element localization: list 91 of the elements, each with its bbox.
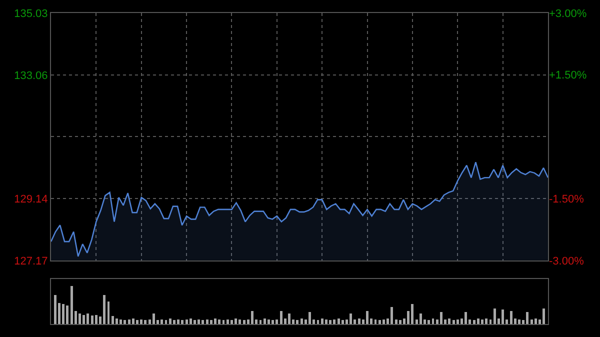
y-tick-label: 127.17 — [14, 255, 48, 268]
bar — [251, 311, 254, 324]
y-tick-label: 133.06 — [14, 70, 48, 82]
bar — [476, 318, 480, 324]
bar — [230, 320, 233, 324]
bar — [329, 320, 332, 324]
y2-tick-label: +1.50% — [549, 70, 587, 82]
bar — [526, 312, 529, 324]
bar — [168, 318, 172, 324]
bar — [160, 319, 164, 324]
bar — [280, 311, 282, 324]
bar — [152, 313, 155, 324]
bar — [140, 319, 143, 324]
bar — [267, 319, 270, 324]
bar — [234, 318, 238, 324]
bar — [341, 320, 344, 324]
bar — [308, 312, 311, 324]
bar — [177, 319, 180, 324]
bar — [185, 319, 188, 324]
bar — [366, 311, 368, 324]
bar — [542, 308, 546, 324]
bar — [272, 320, 274, 324]
bar — [510, 311, 512, 324]
bar — [189, 318, 192, 324]
bar — [333, 319, 336, 324]
bar — [238, 319, 242, 324]
bar — [350, 313, 352, 324]
bar — [530, 319, 533, 324]
bar — [103, 294, 106, 324]
bar — [263, 318, 266, 324]
bar — [62, 304, 65, 324]
bar — [456, 319, 459, 324]
bar — [324, 319, 328, 324]
bar — [90, 316, 94, 324]
bar — [502, 309, 504, 324]
bar — [390, 306, 394, 324]
bar — [144, 320, 147, 324]
bar — [485, 318, 488, 324]
bar — [66, 306, 69, 324]
bar — [534, 318, 537, 324]
bar — [206, 319, 208, 324]
bar — [86, 313, 90, 324]
bar — [358, 318, 360, 324]
bar — [296, 320, 299, 324]
bar — [198, 319, 200, 324]
bar — [472, 320, 476, 324]
bar — [242, 320, 246, 324]
bar — [210, 320, 212, 324]
bar — [493, 308, 496, 324]
bar — [136, 320, 138, 324]
bar — [378, 320, 381, 324]
bar — [452, 320, 455, 324]
bar — [394, 319, 398, 324]
bar — [440, 312, 442, 324]
bar — [481, 319, 484, 324]
bar — [337, 318, 340, 324]
bar — [54, 294, 56, 324]
bar — [128, 319, 130, 324]
bar — [464, 312, 468, 324]
bar — [382, 319, 385, 324]
bar — [132, 318, 134, 324]
bar — [226, 319, 229, 324]
y-tick-label: 129.14 — [14, 193, 48, 206]
bar — [181, 320, 184, 324]
bar — [202, 320, 204, 324]
bar — [111, 316, 114, 324]
bar — [300, 318, 303, 324]
bar — [172, 320, 176, 324]
bar — [411, 304, 414, 324]
bar — [94, 314, 98, 324]
bar — [194, 320, 196, 324]
bar — [448, 318, 451, 324]
bar — [70, 286, 73, 324]
bar — [419, 313, 422, 324]
bar — [398, 320, 402, 324]
bar — [518, 319, 520, 324]
y2-tick-label: -1.50% — [549, 193, 584, 206]
bar — [124, 320, 126, 324]
bar — [82, 314, 86, 324]
bar — [320, 318, 324, 324]
bar — [115, 318, 118, 324]
bar — [288, 313, 290, 324]
y2-tick-label: +3.00% — [549, 8, 587, 20]
bar — [120, 319, 122, 324]
bar — [218, 319, 221, 324]
bar — [428, 320, 430, 324]
y2-tick-label: -3.00% — [549, 255, 584, 268]
bar — [276, 319, 278, 324]
bar — [78, 313, 81, 324]
bar — [214, 318, 217, 324]
y-tick-label: 135.03 — [14, 8, 48, 20]
